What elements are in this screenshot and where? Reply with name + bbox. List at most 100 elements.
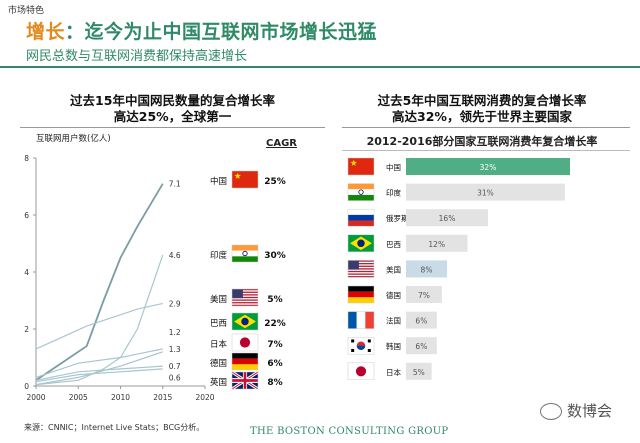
bar-value-label-japan: 5% (413, 368, 425, 377)
legend-name-brazil: 巴西 (210, 319, 227, 329)
bar-france (406, 311, 437, 329)
china-flag-icon (231, 170, 259, 189)
japan-flag-icon (231, 333, 259, 352)
series-end-label-china: 7.1 (169, 180, 181, 189)
left-chart-title-line2: 高达25%，全球第一 (113, 109, 232, 124)
bar-russia (406, 209, 488, 227)
legend-cagr-germany: 6% (267, 359, 282, 369)
x-tick-label: 2015 (153, 393, 172, 402)
series-line-china (35, 183, 164, 382)
series-end-label-uk: 0.6 (169, 373, 181, 382)
left-chart-title-line1: 过去15年中国网民数量的复合增长率 (70, 93, 275, 108)
bar-japan (406, 362, 432, 380)
x-tick-label: 2005 (69, 393, 88, 402)
legend-cagr-brazil: 22% (264, 319, 286, 329)
right-chart-title-line1: 过去5年中国互联网消费的复合增长率 (377, 93, 587, 108)
right-chart-title-line2: 高达32%，领先于世界主要国家 (392, 109, 572, 124)
bar-category-brazil: 巴西 (386, 240, 401, 249)
series-line-usa (35, 302, 163, 350)
right-chart-subtitle: 2012-2016部分国家互联网消费年复合增长率 (366, 135, 598, 148)
india-flag-icon (347, 183, 375, 201)
usa-flag-icon (231, 288, 259, 307)
bar-category-korea: 韩国 (386, 341, 401, 351)
page-subtitle: 网民总数与互联网消费都保持高速增长 (26, 49, 248, 64)
legend-cagr-uk: 8% (267, 378, 282, 388)
japan-flag-icon (347, 362, 375, 381)
korea-flag-icon (347, 336, 375, 355)
bar-category-russia: 俄罗斯 (386, 213, 409, 223)
series-line-uk (35, 368, 163, 383)
france-flag-icon (347, 311, 375, 329)
china-flag-icon (347, 157, 375, 176)
germany-flag-icon (347, 285, 375, 304)
right-heading-divider (342, 127, 630, 128)
bar-category-japan: 日本 (386, 367, 401, 377)
series-end-label-india: 4.6 (169, 251, 181, 260)
y-tick-label: 6 (24, 211, 29, 220)
series-end-label-brazil: 1.2 (169, 328, 181, 337)
title-divider (0, 66, 640, 68)
x-tick-label: 2020 (195, 393, 214, 402)
legend-name-india: 印度 (210, 250, 228, 261)
bar-value-label-india: 31% (477, 189, 494, 198)
section-tag: 市场特色 (8, 6, 45, 16)
series-end-label-germany: 0.7 (169, 362, 181, 371)
bar-category-france: 法国 (386, 316, 401, 326)
series-end-label-usa: 2.9 (169, 299, 181, 308)
series-line-germany (35, 365, 163, 381)
series-line-japan (35, 348, 163, 378)
title-text: ：迄今为止中国互联网市场增长迅猛 (65, 21, 378, 43)
x-tick-label: 2000 (26, 393, 45, 402)
source-note: 来源：CNNIC；Internet Live Stats；BCG分析。 (24, 423, 205, 432)
bar-value-label-china: 32% (480, 163, 497, 172)
legend-cagr-india: 30% (264, 251, 286, 261)
bcg-logo: THE BOSTON CONSULTING GROUP (250, 426, 449, 437)
legend-cagr-usa: 5% (267, 295, 282, 305)
watermark-text: 数博会 (567, 402, 613, 420)
chat-bubble-icon (540, 403, 562, 420)
bar-korea (406, 337, 437, 355)
right-subtitle-divider (342, 150, 630, 151)
bar-value-label-korea: 6% (415, 342, 427, 351)
germany-flag-icon (231, 352, 259, 371)
y-axis-label: 互联网用户数(亿人) (36, 133, 111, 144)
title-highlight: 增长 (26, 21, 66, 43)
usa-flag-icon (347, 260, 375, 278)
y-tick-label: 0 (24, 382, 29, 391)
india-flag-icon (231, 244, 259, 263)
legend-name-japan: 日本 (210, 339, 228, 350)
left-heading-divider (20, 127, 325, 128)
bar-usa (406, 260, 447, 278)
y-tick-label: 2 (24, 325, 29, 334)
brazil-flag-icon (231, 312, 259, 331)
bar-india (406, 183, 565, 201)
series-line-brazil (35, 351, 163, 386)
series-line-india (35, 254, 164, 386)
y-tick-label: 4 (24, 268, 29, 277)
watermark: 数博会 (540, 400, 612, 421)
bar-germany (406, 286, 442, 303)
bar-category-germany: 德国 (386, 290, 401, 300)
x-tick-label: 2010 (111, 393, 130, 402)
legend-cagr-china: 25% (264, 177, 286, 187)
legend-name-uk: 英国 (210, 377, 227, 388)
russia-flag-icon (347, 208, 375, 227)
bar-value-label-usa: 8% (421, 265, 433, 274)
legend-name-germany: 德国 (210, 358, 227, 369)
bar-value-label-germany: 7% (418, 291, 430, 300)
bar-category-china: 中国 (386, 162, 401, 172)
bar-value-label-russia: 16% (439, 214, 456, 223)
legend-name-usa: 美国 (210, 294, 227, 305)
bar-category-india: 印度 (386, 188, 401, 198)
bar-category-usa: 美国 (386, 264, 401, 274)
bar-value-label-brazil: 12% (428, 240, 445, 249)
page-title: 增长：迄今为止中国互联网市场增长迅猛 (26, 17, 377, 44)
bar-brazil (406, 234, 468, 252)
series-end-label-japan: 1.3 (169, 345, 181, 354)
legend-name-china: 中国 (210, 176, 227, 187)
legend-cagr-japan: 7% (267, 340, 282, 350)
cagr-header: CAGR (266, 138, 297, 149)
bar-value-label-france: 6% (415, 317, 427, 326)
brazil-flag-icon (347, 234, 375, 253)
bar-china (406, 158, 570, 175)
